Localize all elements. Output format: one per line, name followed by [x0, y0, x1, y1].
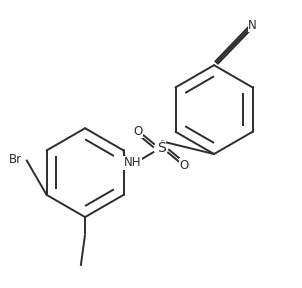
Text: O: O — [179, 159, 188, 172]
Text: N: N — [248, 18, 257, 32]
Text: NH: NH — [124, 156, 141, 169]
Text: O: O — [133, 125, 143, 138]
Text: S: S — [157, 141, 165, 155]
Text: Br: Br — [9, 153, 22, 166]
